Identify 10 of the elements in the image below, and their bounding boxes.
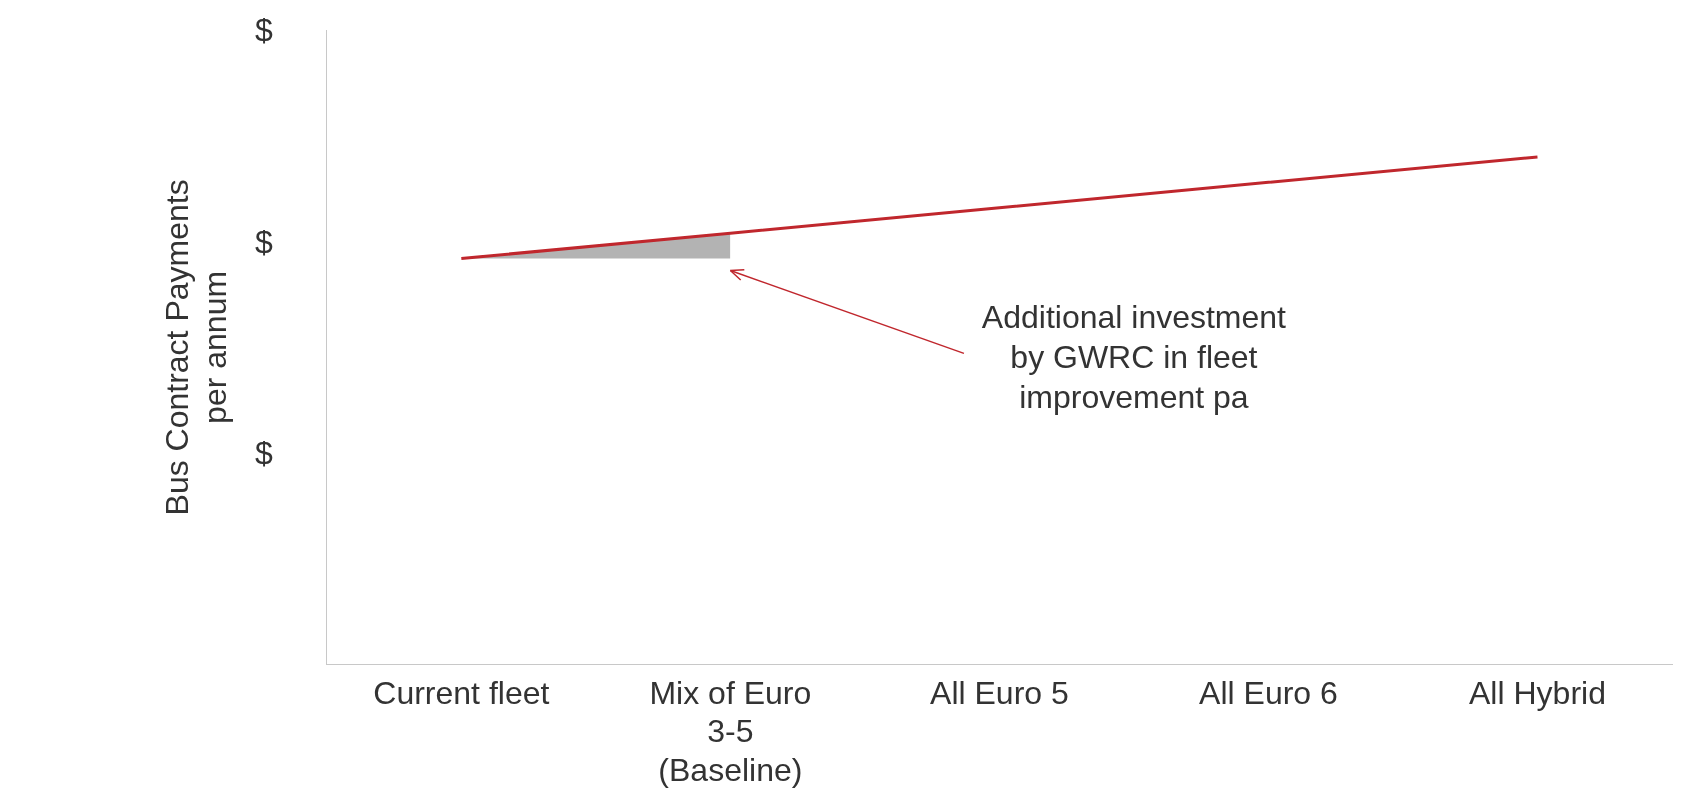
x-tick-label: Mix of Euro 3-5 (Baseline) <box>649 674 812 788</box>
x-tick-label: Current fleet <box>373 674 550 711</box>
text: $ <box>255 12 273 49</box>
text: $ <box>255 435 273 473</box>
y-axis-title: Bus Contract Payments per annum <box>159 179 234 516</box>
x-tick-label: All Euro 6 <box>1199 674 1338 711</box>
text: $ <box>255 223 273 261</box>
annotation: Additional investment by GWRC in fleet improvement pa <box>981 299 1287 416</box>
x-tick-label: All Hybrid <box>1469 674 1606 711</box>
x-tick-label: All Euro 5 <box>930 674 1069 711</box>
